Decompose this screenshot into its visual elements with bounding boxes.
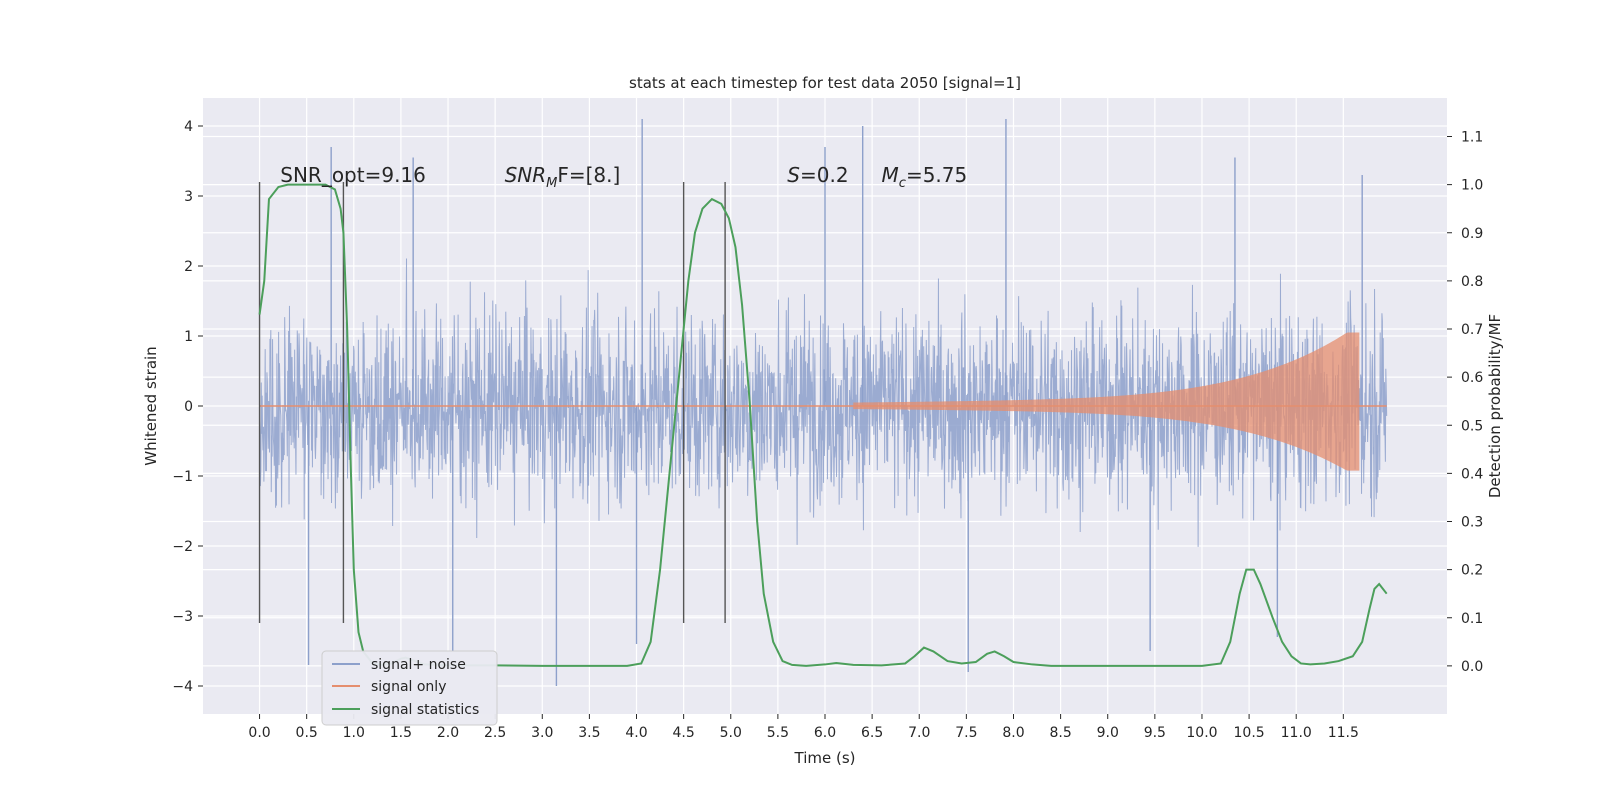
y-tick-label: −1	[172, 469, 193, 485]
legend-label-signal-statistics: signal statistics	[371, 702, 479, 718]
x-tick-label: 7.0	[908, 725, 930, 741]
right-y-tick-label: 0.0	[1461, 659, 1483, 675]
right-y-tick-label: 0.6	[1461, 370, 1483, 386]
y-tick-label: −4	[172, 679, 193, 695]
x-tick-label: 2.0	[437, 725, 459, 741]
right-y-tick-label: 0.5	[1461, 418, 1483, 434]
right-y-axis-label: Detection probability/MF	[1486, 314, 1504, 498]
legend-box	[321, 650, 498, 726]
x-tick-label: 4.5	[673, 725, 695, 741]
x-tick-label: 11.5	[1328, 725, 1359, 741]
y-tick-label: 1	[184, 329, 193, 345]
y-tick-label: 4	[184, 119, 193, 135]
right-y-tick-label: 0.8	[1461, 274, 1483, 290]
x-tick-label: 3.5	[578, 725, 600, 741]
x-axis-ticks: 0.0 0.5 1.0 1.5 2.0 2.5 3.0 3.5 4.0 4.5 5.0 5.5 6.0 6…	[248, 714, 1359, 741]
signal-only-chirp	[853, 332, 1360, 471]
annotation-0: SNR_opt=9.16	[280, 163, 426, 187]
x-tick-label: 0.0	[248, 725, 270, 741]
x-tick-label: 7.5	[955, 725, 977, 741]
x-tick-label: 2.5	[484, 725, 506, 741]
x-tick-label: 10.0	[1186, 725, 1217, 741]
annotation-1: SNRMF=[8.]	[505, 163, 621, 191]
x-tick-label: 6.5	[861, 725, 883, 741]
x-tick-label: 6.0	[814, 725, 836, 741]
right-y-tick-label: 0.2	[1461, 563, 1483, 579]
legend: signal+ noise signal only signal statist…	[321, 650, 498, 726]
right-y-tick-label: 0.4	[1461, 466, 1483, 482]
y-tick-label: 3	[184, 189, 193, 205]
right-y-tick-label: 0.7	[1461, 322, 1483, 338]
x-tick-label: 5.0	[720, 725, 742, 741]
x-tick-label: 9.0	[1097, 725, 1119, 741]
x-tick-label: 5.5	[767, 725, 789, 741]
right-y-tick-label: 0.3	[1461, 515, 1483, 531]
x-tick-label: 0.5	[296, 725, 318, 741]
x-tick-label: 10.5	[1234, 725, 1265, 741]
right-y-tick-label: 0.9	[1461, 226, 1483, 242]
annotation-2: S=0.2	[787, 163, 848, 187]
chart-title: stats at each timestep for test data 205…	[629, 74, 1021, 92]
annotations: SNR_opt=9.16 SNRMF=[8.] S=0.2 Mc=5.75	[280, 163, 967, 191]
signal-only-series	[259, 332, 1387, 471]
signal-noise-series	[259, 119, 1388, 686]
y-tick-label: 0	[184, 399, 193, 415]
annotation-3: Mc=5.75	[882, 163, 968, 191]
y-axis-ticks: −4 −3 −2 −1 0 1 2 3 4	[172, 119, 203, 695]
y-tick-label: −2	[172, 539, 193, 555]
right-y-axis-ticks: 0.0 0.1 0.2 0.3 0.4 0.5 0.6 0.7 0.8 0.9 1.0 1.1	[1447, 130, 1483, 675]
x-tick-label: 8.0	[1002, 725, 1024, 741]
legend-label-signal-noise: signal+ noise	[371, 657, 466, 673]
x-tick-label: 9.5	[1144, 725, 1166, 741]
legend-label-signal-only: signal only	[371, 679, 446, 695]
y-axis-label: Whitened strain	[142, 346, 160, 465]
right-y-tick-label: 1.1	[1461, 130, 1483, 146]
y-tick-label: 2	[184, 259, 193, 275]
y-tick-label: −3	[172, 609, 193, 625]
x-tick-label: 4.0	[625, 725, 647, 741]
x-tick-label: 11.0	[1281, 725, 1312, 741]
x-tick-label: 1.5	[390, 725, 412, 741]
x-tick-label: 8.5	[1049, 725, 1071, 741]
right-y-tick-label: 1.0	[1461, 178, 1483, 194]
x-tick-label: 1.0	[343, 725, 365, 741]
signal-noise-line	[259, 258, 1388, 547]
right-y-tick-label: 0.1	[1461, 611, 1483, 627]
x-axis-label: Time (s)	[794, 749, 856, 767]
x-tick-label: 3.0	[531, 725, 553, 741]
